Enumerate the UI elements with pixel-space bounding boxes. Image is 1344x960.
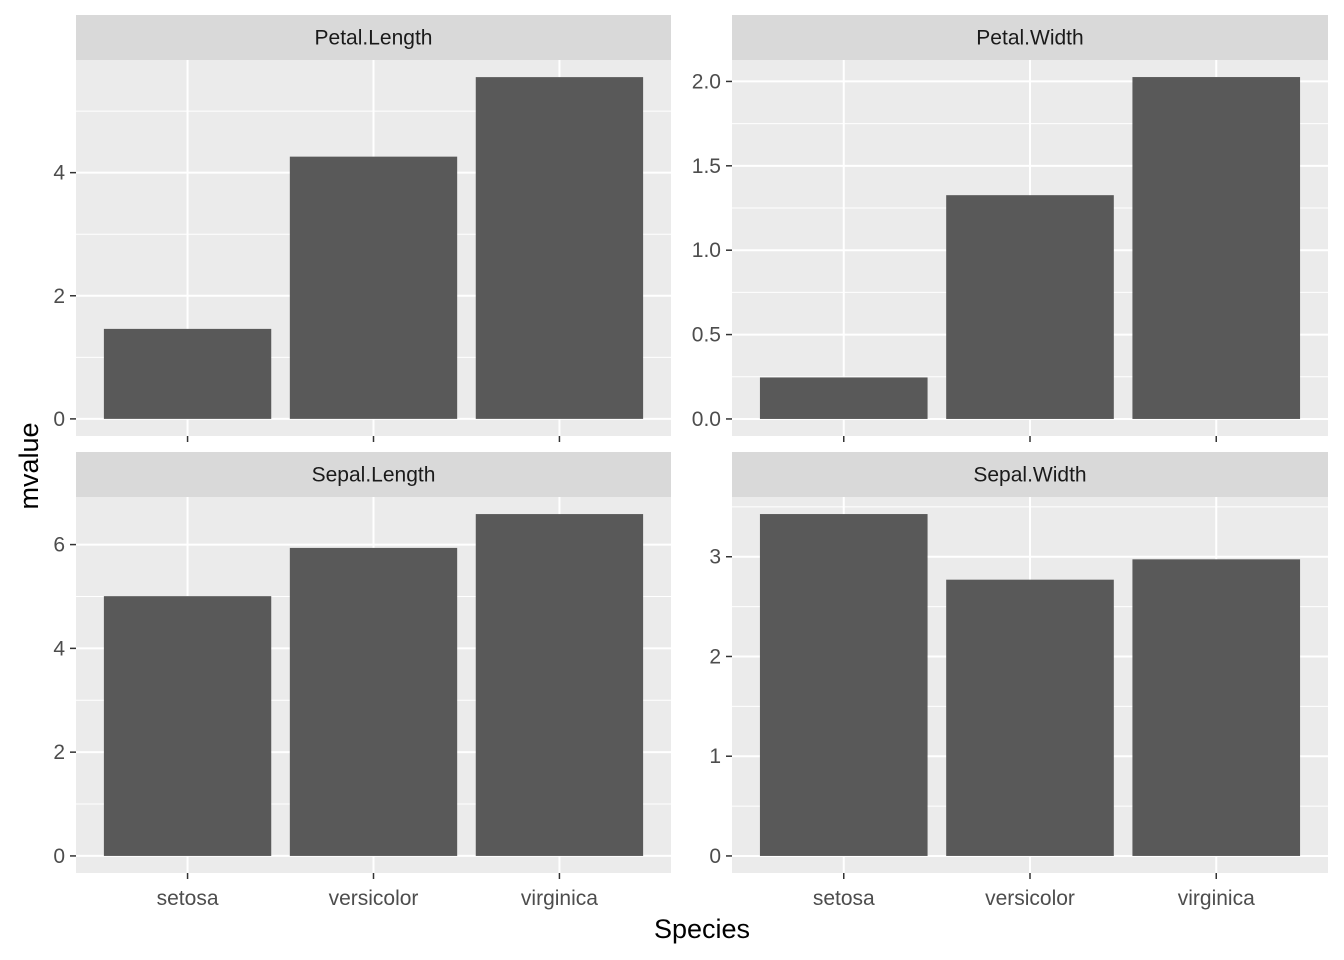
facet-panel: Petal.Length 0 2 4	[53, 15, 671, 442]
y-tick-label: 0	[53, 845, 65, 868]
bar-setosa	[760, 377, 928, 419]
strip-label: Petal.Width	[976, 27, 1083, 50]
x-tick-label: setosa	[813, 887, 875, 910]
y-tick-label: 4	[53, 162, 65, 185]
y-tick-label: 6	[53, 534, 65, 557]
facet-panel: Petal.Width 0.0 0.5 1.0 1.5 2.0	[692, 15, 1328, 442]
strip-label: Petal.Length	[315, 27, 433, 50]
y-tick-label: 2	[709, 645, 721, 668]
bar-setosa	[104, 596, 271, 856]
facet-panel: Sepal.Width 0 1 2 3 setosa versicolor virginica	[709, 452, 1328, 910]
bar-versicolor	[290, 157, 457, 419]
y-tick-label: 1.5	[692, 155, 721, 178]
y-tick-label: 1	[709, 745, 721, 768]
strip-label: Sepal.Width	[973, 464, 1086, 487]
x-tick-label: versicolor	[329, 887, 419, 910]
y-tick-label: 0	[709, 845, 721, 868]
y-tick-label: 2.0	[692, 70, 721, 93]
facet-panel: Sepal.Length 0 2 4 6 setosa versicolor virginic…	[53, 452, 671, 910]
y-tick-label: 4	[53, 637, 65, 660]
bar-versicolor	[946, 580, 1114, 856]
y-tick-label: 1.0	[692, 239, 721, 262]
x-tick-label: setosa	[157, 887, 219, 910]
bar-virginica	[1132, 559, 1300, 856]
bar-setosa	[760, 514, 928, 856]
x-tick-label: virginica	[1178, 887, 1255, 910]
x-tick-label: virginica	[521, 887, 598, 910]
y-tick-label: 3	[709, 546, 721, 569]
bar-virginica	[476, 514, 643, 856]
bar-virginica	[476, 77, 643, 419]
bar-setosa	[104, 329, 271, 419]
panels-layer: Petal.Length 0 2 4 Petal.Width 0.0 0.5 1.0 1.5 2.…	[53, 15, 1328, 910]
bar-virginica	[1132, 77, 1300, 419]
y-tick-label: 0.0	[692, 408, 721, 431]
y-axis-title: mvalue	[14, 422, 44, 509]
y-tick-label: 0	[53, 408, 65, 431]
x-tick-label: versicolor	[985, 887, 1075, 910]
x-axis-title: Species	[654, 914, 750, 944]
strip-label: Sepal.Length	[312, 464, 436, 487]
y-tick-label: 0.5	[692, 324, 721, 347]
y-tick-label: 2	[53, 285, 65, 308]
bar-versicolor	[290, 548, 457, 856]
y-tick-label: 2	[53, 741, 65, 764]
bar-versicolor	[946, 195, 1114, 419]
